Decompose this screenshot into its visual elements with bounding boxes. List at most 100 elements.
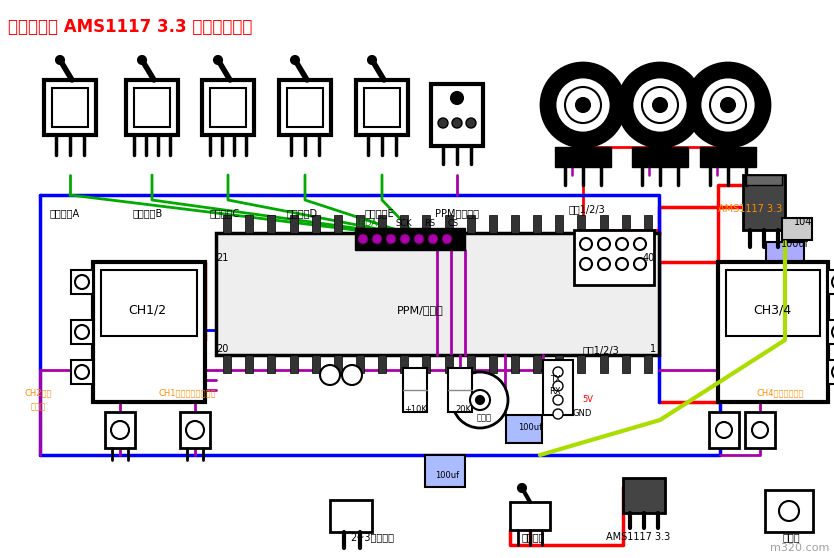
Text: 电源开关: 电源开关 [521,532,545,542]
Bar [400,355,409,373]
Circle shape [752,422,768,438]
Circle shape [653,98,667,112]
Circle shape [428,234,438,244]
Bar [577,355,585,373]
Text: m320.com: m320.com [770,543,829,553]
Bar [574,230,654,285]
Circle shape [565,87,601,123]
Circle shape [634,258,646,270]
Bar [245,355,254,373]
Bar [828,360,834,384]
Circle shape [451,92,463,104]
Circle shape [111,421,129,439]
Circle shape [470,390,490,410]
Bar [126,80,178,135]
Bar [312,215,319,233]
Circle shape [214,56,222,64]
Circle shape [291,56,299,64]
Bar [782,218,812,240]
Circle shape [832,325,834,339]
Bar [467,355,475,373]
Bar [334,215,342,233]
Bar [489,355,497,373]
Bar [600,215,608,233]
Circle shape [342,365,362,385]
Bar [52,88,88,127]
Bar [506,415,542,443]
Bar [644,215,652,233]
Circle shape [716,422,732,438]
Circle shape [553,381,563,391]
Bar [632,147,688,167]
Text: 菜单键: 菜单键 [782,532,800,542]
Circle shape [186,421,204,439]
Bar [555,355,563,373]
Circle shape [634,238,646,250]
Bar [489,215,497,233]
Text: PPM耳机插座: PPM耳机插座 [435,208,479,218]
Circle shape [642,87,678,123]
Bar [245,215,254,233]
Circle shape [721,98,735,112]
Text: PPM/模拟器: PPM/模拟器 [397,305,444,315]
Bar [448,368,472,412]
Bar [511,355,519,373]
Text: 上下键: 上下键 [31,402,46,411]
Circle shape [372,234,382,244]
Text: CS: CS [447,219,459,228]
Circle shape [576,98,590,112]
Bar [287,88,323,127]
Bar [828,270,834,294]
Circle shape [476,396,484,404]
Bar [223,215,231,233]
Bar [423,355,430,373]
Bar [533,355,541,373]
Bar [134,88,170,127]
Circle shape [553,395,563,405]
Bar [71,320,93,344]
Text: 蜂鸣器: 蜂鸣器 [476,413,491,422]
Circle shape [75,365,89,379]
Bar [746,175,782,185]
Bar [356,355,364,373]
Bar [403,368,427,412]
Circle shape [138,56,146,64]
Text: 40: 40 [643,253,656,263]
Bar [600,355,608,373]
Bar [330,500,372,532]
Circle shape [553,409,563,419]
Circle shape [368,56,376,64]
Circle shape [616,238,628,250]
Bar [289,355,298,373]
Bar [743,175,785,230]
Circle shape [832,275,834,289]
Text: CH1微调、确认返回键: CH1微调、确认返回键 [158,388,216,397]
Circle shape [320,365,340,385]
Circle shape [598,238,610,250]
Bar [577,215,585,233]
Text: AMS1117 3.3: AMS1117 3.3 [605,532,671,542]
Text: 旋钮1/2/3: 旋钮1/2/3 [569,204,605,214]
Circle shape [466,118,476,128]
Circle shape [580,238,592,250]
Text: CH4微调、加减键: CH4微调、加减键 [756,388,804,397]
Circle shape [553,367,563,377]
Circle shape [442,234,452,244]
Bar [44,80,96,135]
Text: 21: 21 [216,253,229,263]
Bar [334,355,342,373]
Bar [180,412,210,448]
Text: RS: RS [425,219,435,228]
Bar [423,215,430,233]
Bar [355,228,465,250]
Circle shape [452,372,508,428]
Bar [105,412,135,448]
Bar [766,242,804,272]
Circle shape [555,77,611,133]
Bar [745,412,775,448]
Bar [210,88,246,127]
Circle shape [400,234,410,244]
Bar [622,215,630,233]
Text: LEDA: LEDA [355,219,377,228]
Bar [223,355,231,373]
